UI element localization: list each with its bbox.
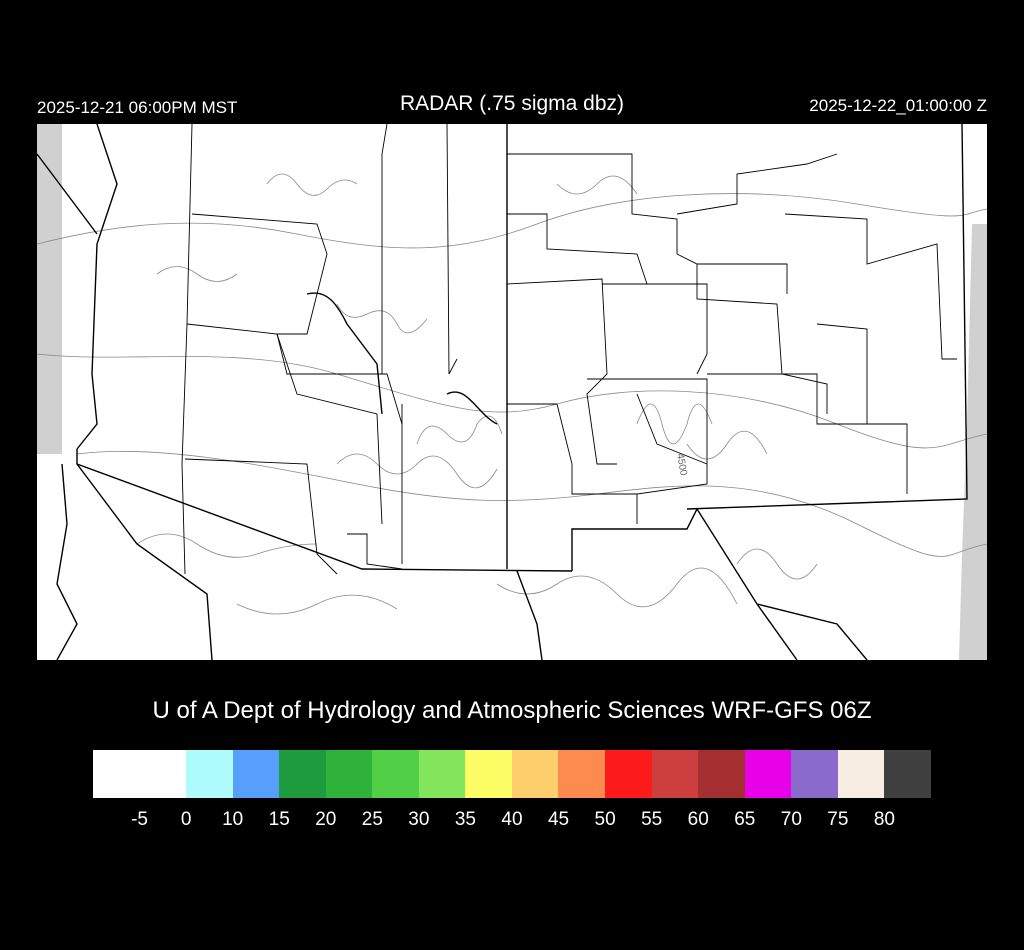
colorbar-label: 55: [641, 809, 663, 830]
map-canvas: 4500: [36, 123, 988, 661]
colorbar-label: 40: [501, 809, 523, 830]
colorbar-swatch: [651, 750, 699, 798]
colorbar-label: 50: [594, 809, 616, 830]
colorbar-label: 70: [780, 809, 802, 830]
colorbar-label: -5: [131, 809, 148, 830]
colorbar-swatch: [186, 750, 233, 798]
colorbar-swatch: [465, 750, 512, 798]
local-time-label: 2025-12-21 06:00PM MST: [37, 98, 238, 117]
valid-time-label: 2025-12-22_01:00:00 Z: [809, 96, 987, 115]
colorbar-swatch: [558, 750, 606, 798]
colorbar-label: 20: [315, 809, 337, 830]
colorbar-swatch: [698, 750, 745, 798]
missing-data-strip-right: [959, 224, 987, 660]
colorbar-label: 45: [547, 809, 570, 830]
terrain-contours: [36, 173, 988, 615]
colorbar-swatch: [325, 750, 373, 798]
colorbar-swatch: [791, 750, 838, 798]
colorbar-label: 30: [408, 809, 430, 830]
colorbar-labels: -5 0 10 15 20 25 30 35 40 45 50 55 60 65 70 75 80: [0, 809, 1024, 833]
colorbar-swatch: [93, 750, 187, 798]
contour-label: 4500: [674, 453, 689, 477]
map-title: RADAR (.75 sigma dbz): [399, 92, 625, 115]
colorbar-label: 35: [454, 809, 477, 830]
footer-credit: U of A Dept of Hydrology and Atmospheric…: [152, 697, 872, 724]
colorbar-swatch: [744, 750, 792, 798]
colorbar-swatch: [884, 750, 931, 798]
colorbar-label: 0: [180, 809, 192, 830]
colorbar: [93, 750, 931, 798]
colorbar-swatch: [605, 750, 652, 798]
colorbar-swatch: [837, 750, 885, 798]
colorbar-label: 80: [873, 809, 896, 830]
state-boundaries: [36, 123, 968, 661]
colorbar-swatch: [511, 750, 559, 798]
colorbar-label: 10: [222, 809, 244, 830]
county-boundaries: [181, 123, 957, 575]
colorbar-swatch: [418, 750, 466, 798]
radar-map: 4500: [36, 123, 988, 661]
colorbar-swatch: [279, 750, 326, 798]
colorbar-swatch: [232, 750, 280, 798]
missing-data-strip-left: [37, 124, 62, 454]
colorbar-label: 65: [734, 809, 756, 830]
colorbar-label: 60: [687, 809, 709, 830]
colorbar-label: 75: [827, 809, 849, 830]
colorbar-label: 25: [361, 809, 383, 830]
colorbar-swatch: [372, 750, 419, 798]
colorbar-label: 15: [268, 809, 290, 830]
